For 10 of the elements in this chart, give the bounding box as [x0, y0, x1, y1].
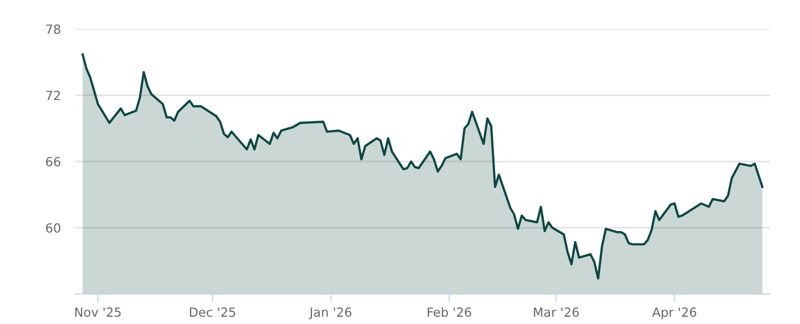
- x-tick-label: Feb '26: [428, 307, 472, 317]
- x-tick-label: Mar '26: [534, 307, 579, 317]
- x-tick-label: Jan '26: [308, 307, 352, 320]
- y-tick-label: 78: [46, 24, 60, 34]
- y-tick-label: 72: [46, 90, 60, 100]
- y-tick-label: 60: [46, 223, 60, 233]
- y-tick-label: 66: [46, 156, 60, 166]
- x-tick-label: Apr '26: [652, 307, 696, 320]
- x-tick-label: Nov '25: [75, 307, 121, 317]
- x-tick-label: Dec '25: [190, 307, 236, 317]
